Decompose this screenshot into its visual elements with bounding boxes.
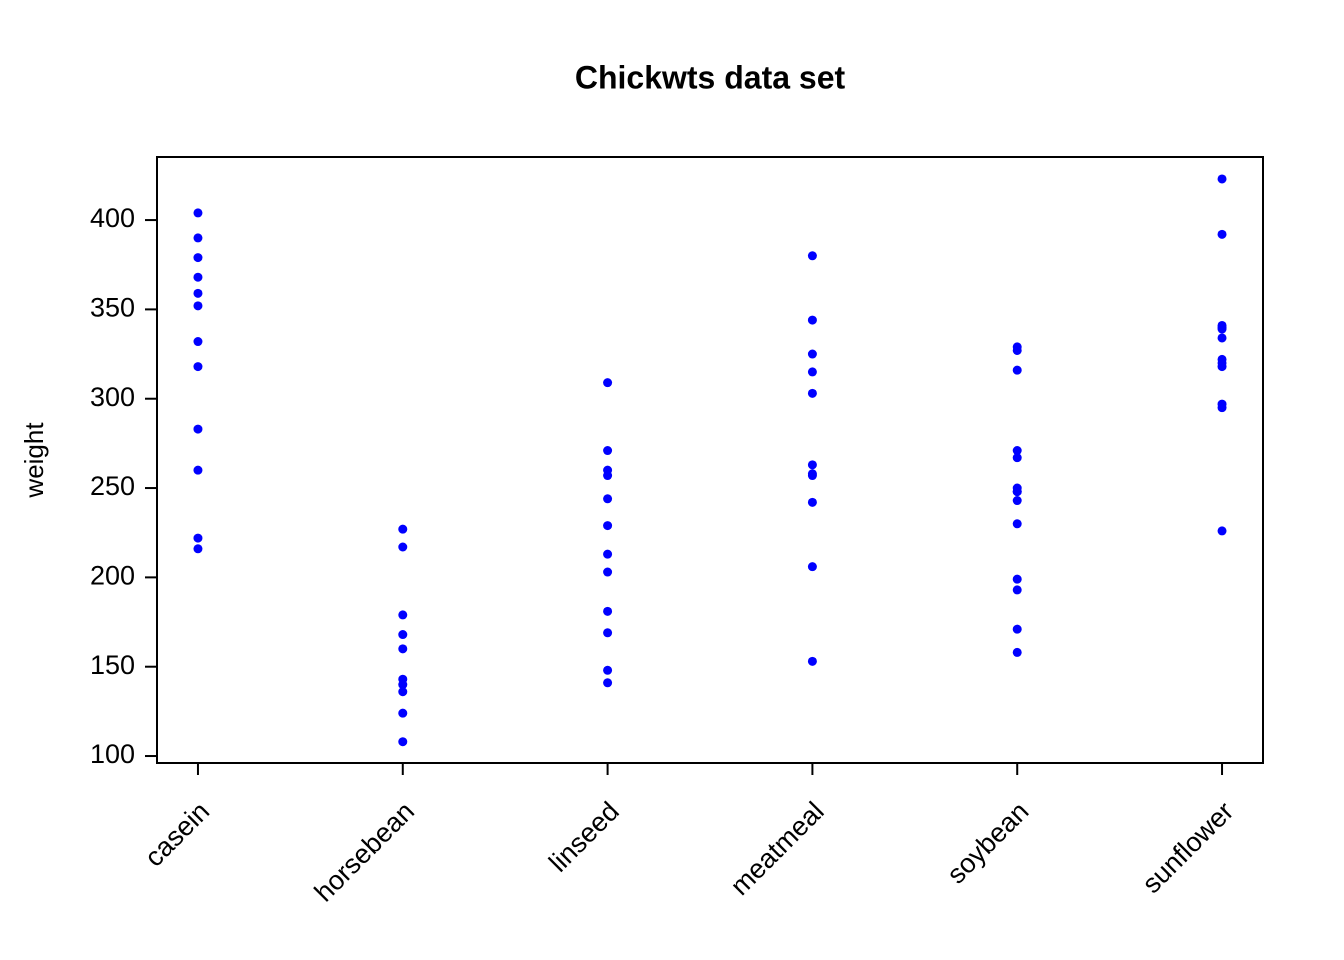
point: [807, 497, 817, 507]
point: [1217, 174, 1227, 184]
point: [193, 208, 203, 218]
point: [398, 708, 408, 718]
point: [603, 378, 613, 388]
point: [603, 606, 613, 616]
point: [193, 362, 203, 372]
point: [398, 610, 408, 620]
point: [807, 388, 817, 398]
point: [1012, 574, 1022, 584]
point: [193, 465, 203, 475]
point: [193, 424, 203, 434]
point: [193, 533, 203, 543]
point: [807, 315, 817, 325]
point: [193, 253, 203, 263]
point: [807, 367, 817, 377]
point: [603, 471, 613, 481]
y-tick-label: 100: [90, 739, 135, 769]
point: [1012, 365, 1022, 375]
point: [1012, 519, 1022, 529]
point: [193, 233, 203, 243]
point: [398, 542, 408, 552]
point: [807, 460, 817, 470]
point: [603, 665, 613, 675]
point: [603, 494, 613, 504]
point: [193, 544, 203, 554]
y-tick-label: 350: [90, 293, 135, 323]
y-tick-label: 150: [90, 650, 135, 680]
point: [1012, 453, 1022, 463]
point: [193, 301, 203, 311]
point: [807, 562, 817, 572]
point: [1217, 399, 1227, 409]
y-tick-label: 200: [90, 561, 135, 591]
point: [398, 524, 408, 534]
point: [807, 656, 817, 666]
point: [1012, 446, 1022, 456]
point: [1217, 333, 1227, 343]
point: [603, 521, 613, 531]
point: [193, 288, 203, 298]
point: [1217, 354, 1227, 364]
point: [603, 678, 613, 688]
point: [807, 349, 817, 359]
point: [1012, 487, 1022, 497]
point: [1012, 647, 1022, 657]
point: [193, 272, 203, 282]
point: [1217, 526, 1227, 536]
point: [1012, 496, 1022, 506]
y-tick-label: 400: [90, 203, 135, 233]
y-axis-label: weight: [19, 422, 49, 499]
point: [807, 251, 817, 261]
point: [1217, 320, 1227, 330]
point: [398, 644, 408, 654]
point: [398, 737, 408, 747]
point: [603, 446, 613, 456]
point: [398, 680, 408, 690]
y-tick-label: 250: [90, 471, 135, 501]
point: [1012, 342, 1022, 352]
point: [1012, 624, 1022, 634]
point: [603, 628, 613, 638]
point: [193, 337, 203, 347]
point: [603, 567, 613, 577]
point: [398, 687, 408, 697]
point: [603, 549, 613, 559]
y-tick-label: 300: [90, 382, 135, 412]
point: [398, 630, 408, 640]
point: [1012, 585, 1022, 595]
chart-title: Chickwts data set: [575, 59, 846, 95]
point: [1217, 362, 1227, 372]
point: [1217, 229, 1227, 239]
point: [807, 469, 817, 479]
